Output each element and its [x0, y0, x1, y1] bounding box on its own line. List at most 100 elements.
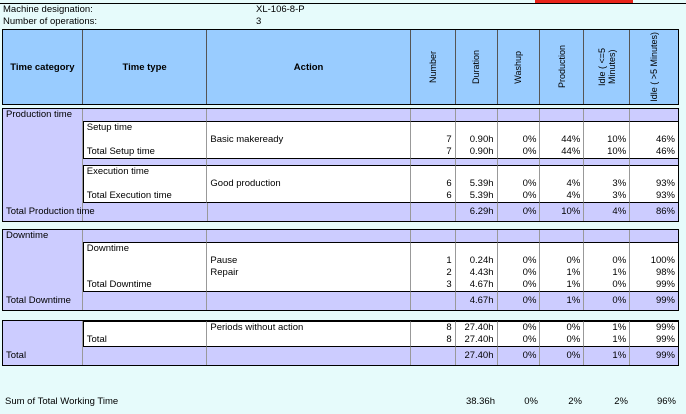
header-time-type: Time type [83, 30, 208, 104]
cell-number [410, 321, 456, 322]
cell-washup: 0% [524, 396, 538, 407]
cell-time-category: Downtime [3, 230, 83, 242]
operations-label: Number of operations: [3, 16, 97, 27]
header-label: Idle ( <=5 Minutes) [596, 47, 617, 87]
cell-time-category [3, 267, 83, 279]
cell-idle-long [630, 242, 678, 255]
table-row: Setup time [3, 121, 678, 134]
cell-idle-short: 3% [584, 178, 631, 190]
table-row: Periods without action 8 27.40h 0% 0% 1% 99% [3, 322, 678, 334]
cell-washup: 0% [497, 134, 541, 146]
header-number: Number [411, 30, 456, 104]
cell-idle-long: 99% [655, 295, 675, 306]
cell-production: 4% [540, 190, 585, 203]
cell-action [207, 347, 411, 365]
cell-action [207, 279, 411, 292]
cell-time-category [3, 178, 83, 190]
cell-time-category [3, 121, 83, 134]
cell-time-type [82, 322, 208, 334]
cell-idle-long: 100% [630, 255, 678, 267]
cell-production: 4% [540, 178, 585, 190]
header-production: Production [540, 30, 585, 104]
cell-idle-short [584, 242, 631, 255]
cell-number: 7 [410, 134, 456, 146]
cell-idle-long [630, 165, 678, 178]
machine-designation-label: Machine designation: [3, 4, 93, 15]
cell-time-category [3, 321, 83, 322]
machine-designation-value: XL-106-8-P [256, 4, 305, 15]
cell-duration: 0.90h [455, 134, 498, 146]
cell-duration: 0.90h [455, 146, 498, 159]
cell-time-type: Downtime [82, 242, 208, 255]
header-time-category: Time category [3, 30, 83, 104]
cell-time-type [82, 178, 208, 190]
cell-production [540, 159, 585, 165]
table-row: Total 27.40h 0% 0% 1% 99% [3, 347, 678, 365]
cell-idle-long: 99% [630, 279, 678, 292]
cell-action [207, 334, 411, 347]
cell-time-category [3, 159, 83, 165]
cell-action [207, 109, 411, 121]
cell-time-type: Total Downtime [82, 279, 208, 292]
cell-time-type: Setup time [82, 121, 208, 134]
cell-time-type [83, 203, 208, 221]
header-idle-long: Idle ( >5 Minutes) [630, 30, 678, 104]
table-row [3, 159, 678, 165]
cell-washup [497, 121, 541, 134]
cell-production: 0% [540, 334, 585, 347]
cell-time-type: Total Setup time [82, 146, 208, 159]
cell-number [411, 203, 456, 221]
header-label: Washup [513, 50, 524, 84]
cell-washup [498, 230, 541, 242]
cell-washup: 0% [497, 322, 541, 334]
cell-time-category [3, 334, 83, 347]
cell-duration: 6.29h [456, 203, 498, 221]
cell-number: 3 [410, 279, 456, 292]
header-label: Number [427, 50, 438, 83]
cell-duration [456, 109, 498, 121]
table-row: Downtime [3, 230, 678, 242]
cell-washup: 0% [498, 292, 541, 310]
section: Production time Setup time Basic makeready… [2, 108, 679, 222]
cell-idle-long: 98% [630, 267, 678, 279]
cell-duration: 4.43h [455, 267, 498, 279]
cell-washup: 0% [497, 178, 541, 190]
table-row: Total Production time 6.29h 0% 10% 4% 86% [3, 203, 678, 221]
cell-number: 6 [410, 190, 456, 203]
table-row [3, 321, 678, 322]
cell-time-category [3, 322, 83, 334]
cell-duration: 5.39h [455, 190, 498, 203]
cell-production: 44% [540, 134, 585, 146]
cell-number [411, 230, 456, 242]
cell-time-type [82, 321, 208, 322]
cell-washup: 0% [497, 334, 541, 347]
cell-duration: 5.39h [455, 178, 498, 190]
cell-idle-long: 46% [630, 134, 678, 146]
cell-time-type [82, 134, 208, 146]
cell-action [207, 159, 411, 165]
cell-idle-long: 46% [630, 146, 678, 159]
cell-time-category [3, 255, 83, 267]
cell-idle-long [630, 121, 678, 134]
cell-time-category [3, 165, 83, 178]
cell-idle-short: 1% [584, 267, 631, 279]
cell-idle-short [584, 109, 631, 121]
cell-production: 1% [540, 279, 585, 292]
cell-number: 7 [410, 146, 456, 159]
header-action: Action [207, 30, 411, 104]
cell-idle-short [584, 159, 631, 165]
cell-action: Basic makeready [207, 134, 411, 146]
cell-number [411, 292, 456, 310]
cell-production [540, 321, 585, 322]
cell-idle-short: 1% [584, 347, 631, 365]
cell-idle-short [584, 121, 631, 134]
cell-time-type [83, 292, 208, 310]
cell-idle-short: 0% [584, 279, 631, 292]
table-row: Total Execution time 6 5.39h 0% 4% 3% 93% [3, 190, 678, 203]
table-row: Downtime [3, 242, 678, 255]
cell-idle-long [630, 230, 678, 242]
cell-action [207, 230, 411, 242]
cell-idle-short: 1% [584, 322, 631, 334]
cell-idle-long: 96% [656, 396, 676, 407]
cell-action: Repair [207, 267, 411, 279]
